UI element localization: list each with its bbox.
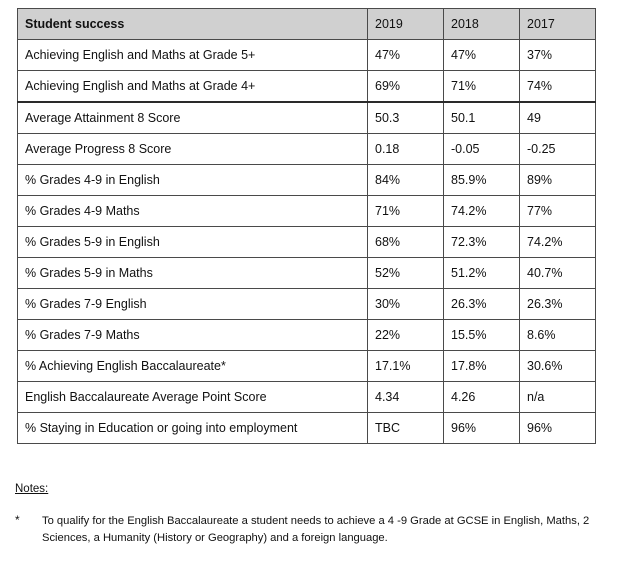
table-row: % Grades 5-9 in English 68% 72.3% 74.2% (17, 226, 596, 258)
cell-value: 8.6% (519, 319, 596, 351)
cell-value: 72.3% (443, 226, 520, 258)
notes-heading: Notes: (15, 483, 49, 495)
cell-value: -0.25 (519, 133, 596, 165)
cell-value: 30% (367, 288, 444, 320)
cell-value: 77% (519, 195, 596, 227)
cell-value: 68% (367, 226, 444, 258)
cell-value: 69% (367, 70, 444, 103)
header-year: 2017 (519, 8, 596, 40)
cell-value: 52% (367, 257, 444, 289)
cell-value: 37% (519, 39, 596, 71)
cell-value: 4.34 (367, 381, 444, 413)
cell-value: 40.7% (519, 257, 596, 289)
footnote-marker: * (15, 513, 20, 527)
row-label: Achieving English and Maths at Grade 4+ (17, 70, 368, 103)
cell-value: 96% (519, 412, 596, 444)
cell-value: 15.5% (443, 319, 520, 351)
cell-value: 26.3% (443, 288, 520, 320)
cell-value: 89% (519, 164, 596, 196)
header-year: 2018 (443, 8, 520, 40)
table-row: Achieving English and Maths at Grade 4+ … (17, 70, 596, 103)
row-label: % Achieving English Baccalaureate* (17, 350, 368, 382)
cell-value: 4.26 (443, 381, 520, 413)
table-row: % Grades 4-9 in English 84% 85.9% 89% (17, 164, 596, 196)
table-row: % Grades 7-9 Maths 22% 15.5% 8.6% (17, 319, 596, 351)
table-row: Average Progress 8 Score 0.18 -0.05 -0.2… (17, 133, 596, 165)
cell-value: TBC (367, 412, 444, 444)
row-label: Achieving English and Maths at Grade 5+ (17, 39, 368, 71)
table-row: Achieving English and Maths at Grade 5+ … (17, 39, 596, 71)
table-header-row: Student success 2019 2018 2017 (17, 8, 596, 40)
row-label: % Grades 5-9 in English (17, 226, 368, 258)
table-row: % Achieving English Baccalaureate* 17.1%… (17, 350, 596, 382)
cell-value: 17.1% (367, 350, 444, 382)
cell-value: -0.05 (443, 133, 520, 165)
table-row: % Staying in Education or going into emp… (17, 412, 596, 444)
cell-value: 51.2% (443, 257, 520, 289)
row-label: % Grades 5-9 in Maths (17, 257, 368, 289)
cell-value: 47% (367, 39, 444, 71)
cell-value: n/a (519, 381, 596, 413)
row-label: Average Attainment 8 Score (17, 101, 368, 134)
row-label: % Staying in Education or going into emp… (17, 412, 368, 444)
cell-value: 71% (367, 195, 444, 227)
cell-value: 50.3 (367, 101, 444, 134)
cell-value: 30.6% (519, 350, 596, 382)
row-label: % Grades 4-9 in English (17, 164, 368, 196)
table-row: % Grades 4-9 Maths 71% 74.2% 77% (17, 195, 596, 227)
row-label: % Grades 7-9 Maths (17, 319, 368, 351)
cell-value: 26.3% (519, 288, 596, 320)
student-success-table: Student success 2019 2018 2017 Achieving… (17, 8, 596, 444)
cell-value: 17.8% (443, 350, 520, 382)
table-row: % Grades 7-9 English 30% 26.3% 26.3% (17, 288, 596, 320)
cell-value: 47% (443, 39, 520, 71)
cell-value: 22% (367, 319, 444, 351)
row-label: Average Progress 8 Score (17, 133, 368, 165)
header-title: Student success (17, 8, 368, 40)
footnote-text: To qualify for the English Baccalaureate… (42, 515, 590, 544)
row-label: % Grades 7-9 English (17, 288, 368, 320)
cell-value: 71% (443, 70, 520, 103)
table-row: English Baccalaureate Average Point Scor… (17, 381, 596, 413)
row-label: % Grades 4-9 Maths (17, 195, 368, 227)
table-row: Average Attainment 8 Score 50.3 50.1 49 (17, 101, 596, 134)
cell-value: 84% (367, 164, 444, 196)
cell-value: 74% (519, 70, 596, 103)
cell-value: 74.2% (443, 195, 520, 227)
header-year: 2019 (367, 8, 444, 40)
cell-value: 0.18 (367, 133, 444, 165)
cell-value: 49 (519, 101, 596, 134)
cell-value: 96% (443, 412, 520, 444)
table-row: % Grades 5-9 in Maths 52% 51.2% 40.7% (17, 257, 596, 289)
cell-value: 50.1 (443, 101, 520, 134)
cell-value: 85.9% (443, 164, 520, 196)
row-label: English Baccalaureate Average Point Scor… (17, 381, 368, 413)
cell-value: 74.2% (519, 226, 596, 258)
